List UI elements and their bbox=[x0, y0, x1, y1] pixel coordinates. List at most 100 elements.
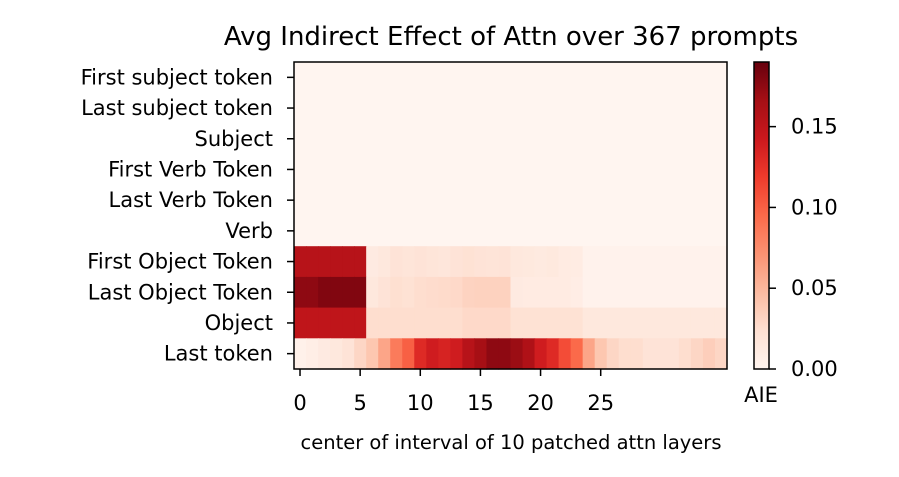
heatmap-cell bbox=[330, 276, 343, 309]
heatmap-cell bbox=[318, 276, 331, 309]
x-tick-label: 20 bbox=[527, 391, 554, 415]
heatmap-cell bbox=[438, 184, 451, 217]
heatmap-cell bbox=[606, 62, 620, 94]
heatmap-cell bbox=[306, 338, 319, 370]
heatmap-cell bbox=[546, 307, 560, 339]
heatmap-cell bbox=[486, 215, 500, 247]
heatmap-cell bbox=[414, 338, 427, 370]
x-tick-labels: 0 5 10 15 20 25 bbox=[293, 369, 614, 415]
heatmap-cell bbox=[714, 92, 728, 124]
heatmap-cell bbox=[366, 215, 379, 247]
heatmap-cell bbox=[330, 246, 343, 278]
heatmap-cell bbox=[582, 215, 596, 247]
heatmap-cell bbox=[678, 184, 692, 217]
heatmap-cell bbox=[306, 184, 319, 217]
heatmap-cell bbox=[474, 246, 488, 278]
heatmap-cell bbox=[534, 62, 548, 94]
heatmap-cell bbox=[546, 338, 560, 370]
heatmap-cell bbox=[498, 338, 512, 370]
heatmap-cell bbox=[438, 338, 451, 370]
heatmap-cell bbox=[474, 184, 488, 217]
heatmap-cell bbox=[450, 215, 463, 247]
heatmap-cell bbox=[630, 215, 644, 247]
heatmap-cell bbox=[534, 338, 548, 370]
heatmap-cell bbox=[510, 338, 524, 370]
heatmap-cell bbox=[630, 338, 644, 370]
heatmap-cell bbox=[450, 276, 463, 309]
heatmap-cell bbox=[702, 307, 716, 339]
heatmap-cell bbox=[438, 62, 451, 94]
heatmap-cell bbox=[558, 154, 572, 186]
heatmap-cell bbox=[714, 307, 728, 339]
row-tick-label: First subject token bbox=[81, 65, 273, 89]
row-tick-label: Subject bbox=[194, 127, 273, 151]
heatmap-cell bbox=[414, 123, 427, 155]
heatmap-cell bbox=[474, 154, 488, 186]
heatmap-cell bbox=[414, 215, 427, 247]
heatmap-cell bbox=[522, 184, 536, 217]
heatmap-cell bbox=[558, 246, 572, 278]
heatmap-cell bbox=[642, 246, 656, 278]
heatmap-cell bbox=[474, 92, 488, 124]
heatmap-cell bbox=[354, 338, 367, 370]
heatmap-cell bbox=[666, 92, 680, 124]
heatmap-cell bbox=[702, 123, 716, 155]
heatmap-cell bbox=[606, 246, 620, 278]
heatmap-cell bbox=[510, 184, 524, 217]
heatmap-cell bbox=[654, 338, 668, 370]
heatmap-cell bbox=[654, 92, 668, 124]
heatmap-cell bbox=[306, 62, 319, 94]
heatmap-cell bbox=[642, 123, 656, 155]
heatmap-cell bbox=[618, 92, 632, 124]
heatmap-cell bbox=[294, 62, 307, 94]
heatmap-cell bbox=[690, 338, 704, 370]
heatmap-cell bbox=[294, 307, 307, 339]
heatmap-cell bbox=[546, 246, 560, 278]
heatmap-cell bbox=[606, 184, 620, 217]
heatmap-cell bbox=[498, 92, 512, 124]
heatmap-cell bbox=[450, 123, 463, 155]
heatmap-cell bbox=[522, 62, 536, 94]
heatmap-cell bbox=[462, 307, 476, 339]
heatmap-cell bbox=[450, 338, 463, 370]
heatmap-cell bbox=[510, 215, 524, 247]
heatmap-cell bbox=[594, 276, 608, 309]
heatmap-cell bbox=[714, 215, 728, 247]
heatmap-cell bbox=[510, 276, 524, 309]
heatmap-cell bbox=[618, 276, 632, 309]
heatmap-cell bbox=[618, 123, 632, 155]
heatmap-cell bbox=[642, 276, 656, 309]
heatmap-cells bbox=[294, 62, 728, 370]
heatmap-cell bbox=[558, 184, 572, 217]
heatmap-cell bbox=[366, 276, 379, 309]
heatmap-cell bbox=[534, 276, 548, 309]
heatmap-cell bbox=[306, 92, 319, 124]
heatmap-cell bbox=[606, 123, 620, 155]
heatmap-cell bbox=[294, 92, 307, 124]
heatmap-cell bbox=[522, 338, 536, 370]
colorbar-tick-label: 0.00 bbox=[791, 357, 838, 381]
heatmap-cell bbox=[426, 307, 439, 339]
heatmap-cell bbox=[654, 123, 668, 155]
heatmap-cell bbox=[438, 123, 451, 155]
heatmap-cell bbox=[666, 276, 680, 309]
heatmap-cell bbox=[390, 338, 403, 370]
heatmap-cell bbox=[570, 338, 584, 370]
heatmap-cell bbox=[690, 184, 704, 217]
row-tick-label: Last token bbox=[164, 342, 273, 366]
heatmap-cell bbox=[474, 276, 488, 309]
heatmap-cell bbox=[666, 154, 680, 186]
heatmap-cell bbox=[462, 92, 476, 124]
heatmap-cell bbox=[450, 307, 463, 339]
colorbar-tick-label: 0.05 bbox=[791, 276, 838, 300]
heatmap-cell bbox=[294, 123, 307, 155]
heatmap-cell bbox=[342, 276, 355, 309]
heatmap-cell bbox=[558, 215, 572, 247]
heatmap-cell bbox=[342, 215, 355, 247]
heatmap-cell bbox=[534, 92, 548, 124]
heatmap-cell bbox=[318, 246, 331, 278]
heatmap-cell bbox=[306, 215, 319, 247]
heatmap-cell bbox=[318, 62, 331, 94]
heatmap-cell bbox=[306, 276, 319, 309]
